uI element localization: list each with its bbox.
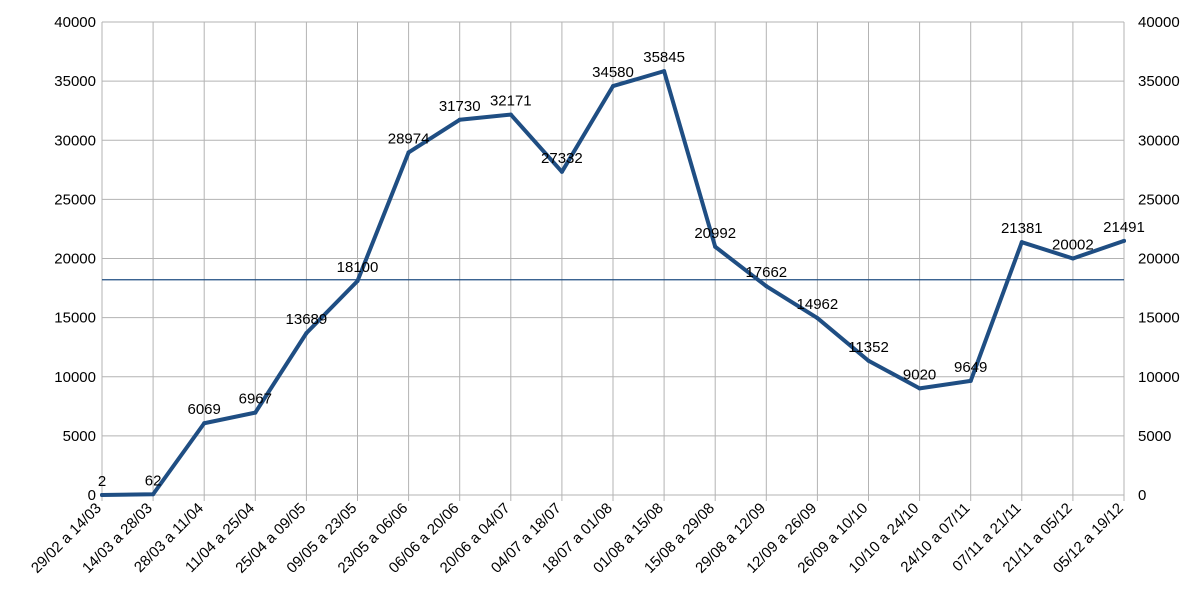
data-point xyxy=(406,150,411,155)
data-point xyxy=(1122,238,1126,243)
y-axis-right-ticks: 0 5000 10000 15000 20000 25000 30000 35000 40000 xyxy=(1138,14,1180,504)
series-line-group xyxy=(100,69,1126,497)
data-label: 18100 xyxy=(337,259,379,276)
y-tick-label-left: 10000 xyxy=(54,369,96,386)
y-tick-label-right: 20000 xyxy=(1138,251,1180,268)
y-tick-label-left: 0 xyxy=(88,487,96,504)
data-label: 21381 xyxy=(1001,220,1043,237)
y-tick-label-left: 30000 xyxy=(54,132,96,149)
data-point xyxy=(611,84,615,89)
y-tick-label-left: 5000 xyxy=(63,428,96,445)
data-label: 27332 xyxy=(541,150,583,167)
data-label: 11352 xyxy=(848,339,889,356)
data-point xyxy=(100,492,104,497)
data-label: 20992 xyxy=(694,225,736,242)
data-label: 34580 xyxy=(592,64,634,81)
data-point xyxy=(917,386,922,391)
data-point xyxy=(815,316,820,321)
y-tick-label-right: 35000 xyxy=(1138,73,1180,90)
data-label: 20002 xyxy=(1052,236,1094,253)
data-label: 62 xyxy=(145,472,162,489)
data-point xyxy=(253,410,258,415)
data-point xyxy=(968,378,973,383)
y-tick-label-left: 20000 xyxy=(54,251,96,268)
data-labels: 2 62 6069 6967 13689 18100 28974 31730 32171 2733… xyxy=(98,49,1145,490)
y-tick-label-left: 25000 xyxy=(54,191,96,208)
grid xyxy=(101,21,1125,501)
data-label: 28974 xyxy=(388,130,430,147)
data-label: 31730 xyxy=(439,98,481,115)
data-label: 32171 xyxy=(490,93,532,110)
y-tick-label-right: 30000 xyxy=(1138,132,1180,149)
y-tick-label-right: 25000 xyxy=(1138,191,1180,208)
data-point xyxy=(304,331,309,336)
y-tick-label-left: 15000 xyxy=(54,310,96,327)
data-point xyxy=(355,278,360,283)
y-tick-label-right: 0 xyxy=(1138,487,1146,504)
data-label: 6967 xyxy=(239,391,272,408)
y-tick-label-right: 5000 xyxy=(1138,428,1171,445)
data-label: 2 xyxy=(98,473,106,490)
y-tick-label-left: 40000 xyxy=(54,14,96,31)
data-point xyxy=(764,284,769,289)
data-point xyxy=(1019,240,1024,245)
data-label: 9020 xyxy=(903,366,936,383)
y-tick-label-right: 10000 xyxy=(1138,369,1180,386)
data-point xyxy=(713,244,718,249)
data-label: 14962 xyxy=(797,296,839,313)
data-point xyxy=(662,69,667,74)
data-point xyxy=(202,421,207,426)
data-point xyxy=(508,112,513,117)
y-tick-label-right: 15000 xyxy=(1138,310,1180,327)
data-label: 6069 xyxy=(188,401,221,418)
y-axis-left-ticks: 0 5000 10000 15000 20000 25000 30000 35000 40000 xyxy=(54,14,96,504)
data-point xyxy=(151,492,156,497)
y-tick-label-right: 40000 xyxy=(1138,14,1180,31)
data-label: 17662 xyxy=(745,264,787,281)
data-point xyxy=(866,358,871,363)
data-point xyxy=(1070,256,1075,261)
data-label: 35845 xyxy=(643,49,685,66)
data-point xyxy=(559,169,564,174)
data-label: 21491 xyxy=(1103,219,1145,236)
data-label: 13689 xyxy=(286,311,328,328)
data-label: 9649 xyxy=(954,359,987,376)
data-point xyxy=(457,117,462,122)
y-tick-label-left: 35000 xyxy=(54,73,96,90)
